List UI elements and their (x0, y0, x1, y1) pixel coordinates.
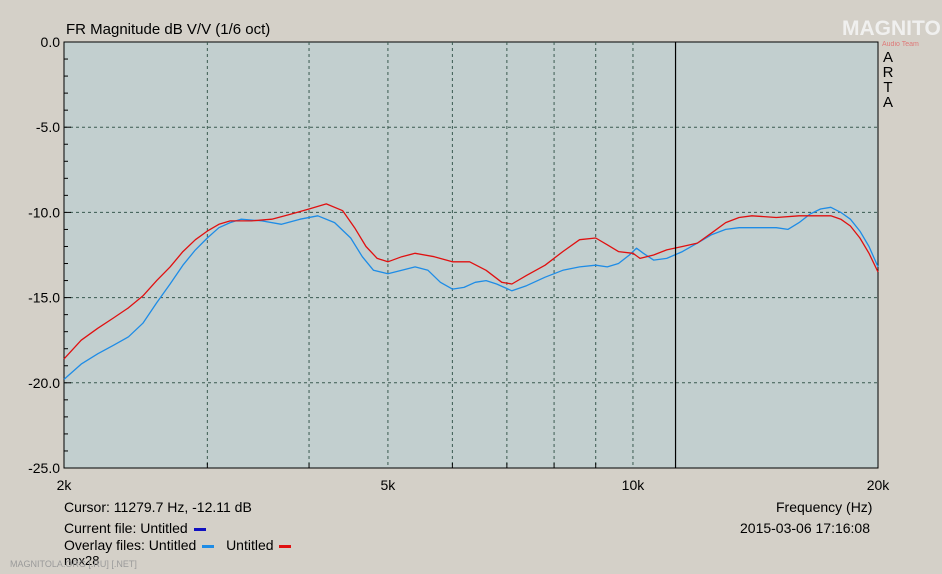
y-axis: 0.0 -5.0 -10.0 -15.0 -20.0 -25.0 (28, 34, 71, 476)
series-line-blue (63, 206, 879, 380)
extra-name: nox28 (64, 553, 100, 568)
plot-area (63, 41, 879, 469)
grid-lines (64, 42, 878, 468)
y-tick-label: -10.0 (28, 204, 60, 220)
cursor-readout: Cursor: 11279.7 Hz, -12.11 dB (64, 499, 252, 515)
y-tick-label: -25.0 (28, 460, 60, 476)
series-group (63, 203, 879, 380)
current-file-swatch (193, 527, 206, 531)
y-tick-label: -5.0 (36, 119, 60, 135)
overlay-files-row: Overlay files: Untitled Untitled (64, 537, 292, 553)
x-tick-label: 2k (57, 477, 73, 493)
current-file-label: Current file: Untitled (64, 520, 188, 536)
datetime: 2015-03-06 17:16:08 (740, 520, 870, 536)
overlay-swatch-blue (202, 544, 215, 548)
y-tick-label: 0.0 (41, 34, 61, 50)
watermark-logo: MAGNITOLA (842, 17, 942, 40)
y-tick-label: -20.0 (28, 375, 60, 391)
watermark-sub: Audio Team (882, 41, 919, 48)
series-line-red (63, 203, 879, 360)
arta-letter: A (883, 94, 893, 111)
arta-letter: T (883, 79, 892, 96)
x-axis: 2k 5k 10k 20k (57, 463, 891, 493)
arta-letter: R (883, 64, 894, 81)
overlay-swatch-red (279, 544, 292, 548)
y-tick-label: -15.0 (28, 290, 60, 306)
overlay-files-label: Overlay files: Untitled (64, 537, 197, 553)
chart-title: FR Magnitude dB V/V (1/6 oct) (66, 21, 271, 38)
x-axis-label: Frequency (Hz) (776, 499, 873, 515)
overlay-second-label: Untitled (226, 537, 274, 553)
x-tick-label: 10k (622, 477, 646, 493)
watermark-bottom: MAGNITOLA.ORG [.RU] [.NET] (10, 559, 137, 569)
current-file-row: Current file: Untitled (64, 520, 206, 536)
arta-letter: A (883, 49, 893, 66)
x-tick-label: 20k (867, 477, 891, 493)
x-tick-label: 5k (381, 477, 397, 493)
